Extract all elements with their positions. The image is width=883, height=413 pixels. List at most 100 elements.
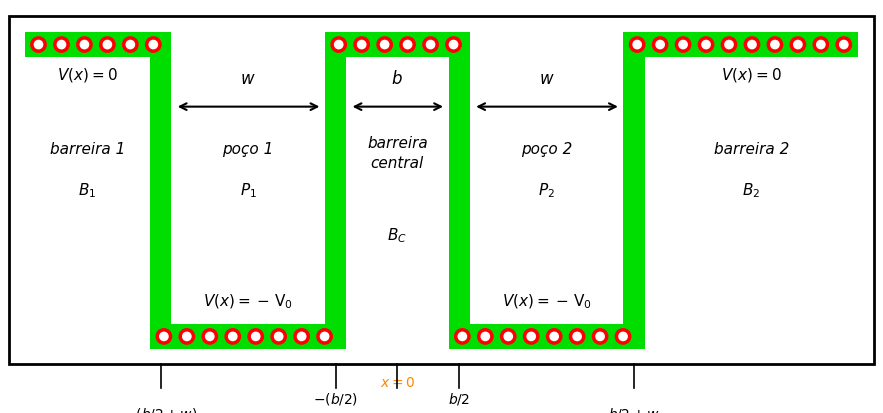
Ellipse shape bbox=[503, 332, 513, 342]
Bar bbox=[25, 33, 858, 349]
Text: $B_1$: $B_1$ bbox=[79, 180, 96, 199]
Ellipse shape bbox=[546, 328, 562, 345]
Ellipse shape bbox=[380, 40, 389, 50]
Text: $V(x) = -\,\mathrm{V}_0$: $V(x) = -\,\mathrm{V}_0$ bbox=[203, 292, 293, 311]
Ellipse shape bbox=[724, 40, 734, 50]
Ellipse shape bbox=[632, 40, 642, 50]
Bar bbox=[645, 58, 858, 349]
Ellipse shape bbox=[403, 40, 412, 50]
Ellipse shape bbox=[247, 328, 264, 345]
Ellipse shape bbox=[793, 40, 803, 50]
Ellipse shape bbox=[457, 332, 467, 342]
Ellipse shape bbox=[549, 332, 559, 342]
Ellipse shape bbox=[155, 328, 172, 345]
Ellipse shape bbox=[251, 332, 260, 342]
Text: $V(x) = 0$: $V(x) = 0$ bbox=[721, 65, 781, 83]
Ellipse shape bbox=[526, 332, 536, 342]
Bar bbox=[470, 58, 623, 324]
Bar bbox=[623, 33, 645, 349]
Ellipse shape bbox=[480, 332, 490, 342]
Text: poço 1: poço 1 bbox=[223, 141, 274, 156]
Bar bbox=[623, 33, 858, 58]
Ellipse shape bbox=[145, 37, 162, 54]
Ellipse shape bbox=[316, 328, 333, 345]
Bar bbox=[346, 58, 449, 324]
Ellipse shape bbox=[148, 40, 158, 50]
Ellipse shape bbox=[205, 332, 215, 342]
Bar bbox=[25, 58, 150, 349]
Text: barreira 2: barreira 2 bbox=[713, 141, 789, 156]
Ellipse shape bbox=[122, 37, 139, 54]
Ellipse shape bbox=[53, 37, 70, 54]
Text: barreira
central: barreira central bbox=[367, 135, 427, 170]
Ellipse shape bbox=[454, 328, 471, 345]
Ellipse shape bbox=[701, 40, 711, 50]
Ellipse shape bbox=[353, 37, 370, 54]
Ellipse shape bbox=[178, 328, 195, 345]
Ellipse shape bbox=[572, 332, 582, 342]
Ellipse shape bbox=[618, 332, 628, 342]
Text: $w$: $w$ bbox=[240, 69, 256, 88]
Ellipse shape bbox=[293, 328, 310, 345]
Ellipse shape bbox=[698, 37, 714, 54]
Text: barreira 1: barreira 1 bbox=[49, 141, 125, 156]
Ellipse shape bbox=[721, 37, 737, 54]
Text: $-(b/2 + w)$: $-(b/2 + w)$ bbox=[124, 405, 198, 413]
Ellipse shape bbox=[445, 37, 462, 54]
Ellipse shape bbox=[655, 40, 665, 50]
Ellipse shape bbox=[34, 40, 43, 50]
Bar bbox=[150, 324, 346, 349]
Ellipse shape bbox=[569, 328, 585, 345]
Ellipse shape bbox=[330, 37, 347, 54]
Ellipse shape bbox=[159, 332, 169, 342]
Ellipse shape bbox=[770, 40, 780, 50]
Ellipse shape bbox=[835, 37, 852, 54]
Ellipse shape bbox=[629, 37, 645, 54]
Text: $b/2 + w$: $b/2 + w$ bbox=[608, 405, 660, 413]
Text: $b/2$: $b/2$ bbox=[448, 390, 471, 406]
Text: $x = 0$: $x = 0$ bbox=[380, 375, 415, 389]
Ellipse shape bbox=[839, 40, 849, 50]
Ellipse shape bbox=[274, 332, 283, 342]
Ellipse shape bbox=[57, 40, 66, 50]
Bar bbox=[171, 58, 325, 324]
Ellipse shape bbox=[678, 40, 688, 50]
Text: $V(x) = 0$: $V(x) = 0$ bbox=[57, 65, 117, 83]
Ellipse shape bbox=[102, 40, 112, 50]
Bar bbox=[449, 324, 645, 349]
Ellipse shape bbox=[399, 37, 416, 54]
Ellipse shape bbox=[747, 40, 757, 50]
Ellipse shape bbox=[812, 37, 829, 54]
Ellipse shape bbox=[79, 40, 89, 50]
Text: $b$: $b$ bbox=[391, 69, 404, 88]
Ellipse shape bbox=[675, 37, 691, 54]
Ellipse shape bbox=[201, 328, 218, 345]
Bar bbox=[150, 33, 171, 349]
Ellipse shape bbox=[523, 328, 540, 345]
Text: $B_2$: $B_2$ bbox=[743, 180, 760, 199]
Ellipse shape bbox=[99, 37, 116, 54]
Text: $P_2$: $P_2$ bbox=[538, 180, 555, 199]
Ellipse shape bbox=[615, 328, 631, 345]
Ellipse shape bbox=[743, 37, 760, 54]
Ellipse shape bbox=[30, 37, 47, 54]
Ellipse shape bbox=[426, 40, 435, 50]
Ellipse shape bbox=[422, 37, 439, 54]
Ellipse shape bbox=[766, 37, 783, 54]
Bar bbox=[25, 33, 171, 58]
Ellipse shape bbox=[500, 328, 517, 345]
Ellipse shape bbox=[76, 37, 93, 54]
Text: $P_1$: $P_1$ bbox=[239, 180, 257, 199]
Ellipse shape bbox=[816, 40, 826, 50]
Ellipse shape bbox=[376, 37, 393, 54]
Ellipse shape bbox=[125, 40, 135, 50]
Ellipse shape bbox=[270, 328, 287, 345]
Ellipse shape bbox=[592, 328, 608, 345]
Ellipse shape bbox=[449, 40, 458, 50]
Bar bbox=[9, 17, 874, 364]
Text: $w$: $w$ bbox=[539, 69, 555, 88]
Bar bbox=[325, 33, 470, 58]
Ellipse shape bbox=[182, 332, 192, 342]
Text: $-(b/2)$: $-(b/2)$ bbox=[313, 390, 358, 406]
Ellipse shape bbox=[789, 37, 806, 54]
